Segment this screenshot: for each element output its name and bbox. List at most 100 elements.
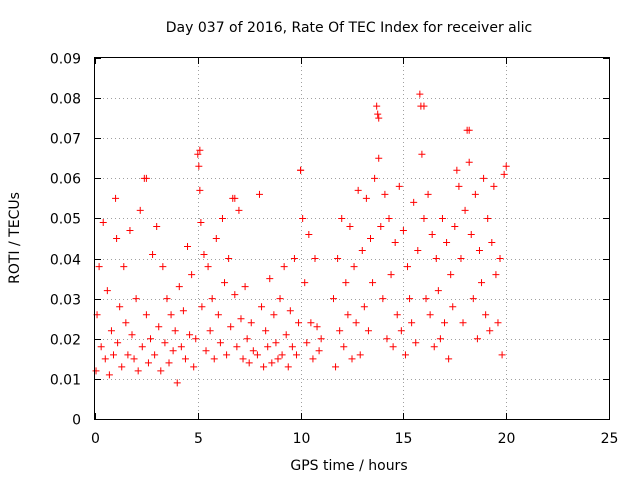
axis-ticks — [95, 58, 610, 420]
data-point — [356, 351, 364, 359]
data-point — [352, 319, 360, 327]
data-point — [202, 347, 210, 355]
x-tick-label: 0 — [91, 431, 100, 447]
data-point — [424, 190, 432, 198]
data-point — [282, 331, 290, 339]
data-point — [436, 335, 444, 343]
data-point — [301, 279, 309, 287]
data-point — [204, 263, 212, 271]
data-point — [395, 182, 403, 190]
data-point — [496, 255, 504, 263]
data-point — [348, 355, 356, 363]
data-point — [332, 363, 340, 371]
x-axis-label: GPS time / hours — [290, 458, 407, 474]
data-point — [334, 255, 342, 263]
data-point — [391, 239, 399, 247]
data-point — [420, 214, 428, 222]
data-point — [494, 319, 502, 327]
data-point — [414, 247, 422, 255]
data-point — [128, 331, 136, 339]
data-point — [455, 182, 463, 190]
data-point — [478, 279, 486, 287]
data-point — [233, 343, 241, 351]
data-point — [498, 351, 506, 359]
data-point — [239, 355, 247, 363]
data-point — [274, 355, 282, 363]
data-point — [465, 126, 473, 134]
data-point — [270, 311, 278, 319]
data-point — [451, 222, 459, 230]
data-point — [142, 311, 150, 319]
data-point — [260, 363, 268, 371]
data-point — [223, 351, 231, 359]
data-point — [305, 230, 313, 238]
data-point — [447, 271, 455, 279]
data-point — [116, 303, 124, 311]
data-point — [186, 331, 194, 339]
data-point — [438, 214, 446, 222]
y-axis-label: ROTI / TECUs — [7, 192, 23, 284]
data-point — [467, 230, 475, 238]
data-point — [149, 251, 157, 259]
data-point — [404, 263, 412, 271]
data-point — [315, 347, 323, 355]
data-point — [303, 339, 311, 347]
data-point — [264, 343, 272, 351]
y-axis-tick-labels: 0 0.01 0.02 0.03 0.04 0.05 0.06 0.07 0.08 0.09 — [50, 52, 81, 429]
data-point — [184, 243, 192, 251]
x-tick-label: 25 — [601, 431, 619, 447]
data-point — [173, 379, 181, 387]
plot-frame — [94, 57, 610, 420]
data-point — [272, 339, 280, 347]
data-point — [112, 194, 120, 202]
x-tick-label: 10 — [293, 431, 311, 447]
grid-lines — [95, 58, 609, 419]
data-point — [486, 327, 494, 335]
data-point — [434, 287, 442, 295]
data-point — [196, 186, 204, 194]
data-point — [155, 323, 163, 331]
data-point — [195, 162, 203, 170]
data-point — [475, 247, 483, 255]
data-point — [373, 102, 381, 110]
x-tick-label: 5 — [194, 431, 203, 447]
data-point — [288, 343, 296, 351]
data-point — [278, 351, 286, 359]
data-point — [412, 339, 420, 347]
data-point — [449, 303, 457, 311]
data-point — [292, 351, 300, 359]
data-point — [147, 335, 155, 343]
data-point — [276, 295, 284, 303]
data-point — [399, 226, 407, 234]
y-tick-label: 0.07 — [50, 132, 81, 148]
data-point — [397, 327, 405, 335]
data-point — [194, 150, 202, 158]
data-point — [171, 327, 179, 335]
y-tick-label: 0.01 — [50, 373, 81, 389]
data-point — [374, 110, 382, 118]
data-point — [358, 247, 366, 255]
data-point — [157, 367, 165, 375]
data-point — [120, 263, 128, 271]
data-point — [118, 363, 126, 371]
x-axis-tick-labels: 0 5 10 15 20 25 — [91, 431, 618, 447]
data-point — [385, 214, 393, 222]
y-tick-label: 0.08 — [50, 92, 81, 108]
y-tick-label: 0 — [72, 413, 81, 429]
data-point — [428, 230, 436, 238]
data-point — [198, 303, 206, 311]
data-point — [492, 271, 500, 279]
data-point — [231, 291, 239, 299]
data-point — [488, 239, 496, 247]
data-point — [197, 218, 205, 226]
data-point — [443, 239, 451, 247]
data-point — [159, 263, 167, 271]
x-tick-label: 15 — [395, 431, 413, 447]
data-point — [416, 90, 424, 98]
data-point — [110, 351, 118, 359]
data-point — [408, 319, 416, 327]
data-point — [500, 170, 508, 178]
data-point — [340, 343, 348, 351]
data-point — [309, 355, 317, 363]
